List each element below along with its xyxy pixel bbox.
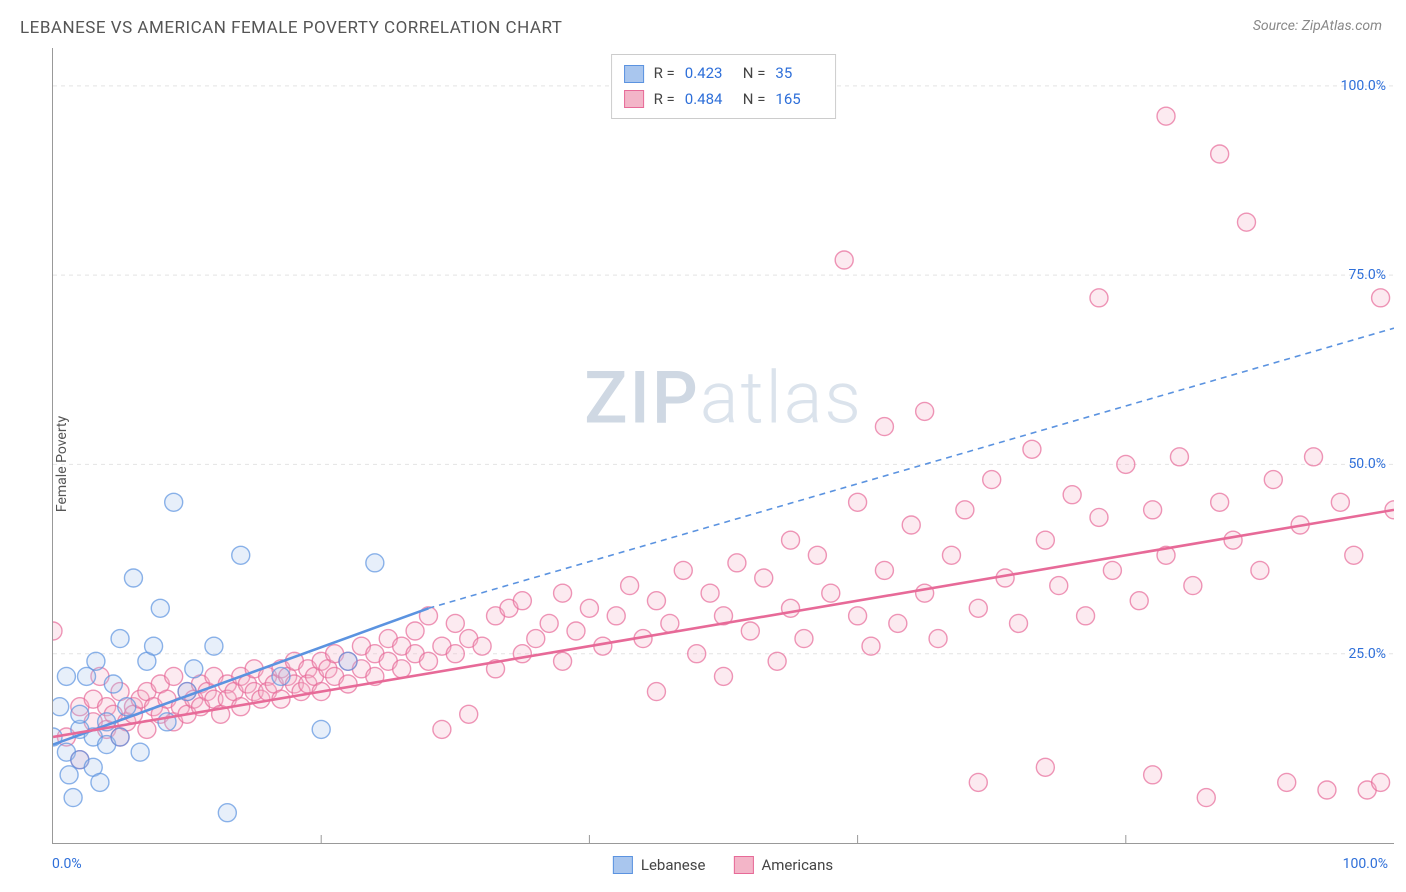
y-tick-label: 100.0%	[1341, 78, 1386, 94]
chart-title: LEBANESE VS AMERICAN FEMALE POVERTY CORR…	[20, 18, 562, 38]
swatch-americans-icon	[733, 856, 753, 874]
y-tick-label: 25.0%	[1348, 646, 1386, 662]
x-axis: Lebanese Americans 0.0% 100.0%	[52, 844, 1394, 880]
n-value-lebanese: 35	[775, 61, 823, 87]
legend-series: Lebanese Americans	[613, 856, 833, 874]
r-label: R =	[654, 87, 675, 113]
n-label: N =	[743, 61, 766, 87]
n-label: N =	[743, 87, 766, 113]
r-value-lebanese: 0.423	[685, 61, 733, 87]
n-value-americans: 165	[775, 87, 823, 113]
x-tick-label: 100.0%	[1343, 856, 1388, 872]
legend-label-americans: Americans	[761, 856, 833, 874]
plot-area: ZIPatlas R = 0.423 N = 35 R = 0.484 N = …	[52, 48, 1394, 844]
y-tick-label: 50.0%	[1348, 456, 1386, 472]
legend-item-americans: Americans	[733, 856, 833, 874]
legend-item-lebanese: Lebanese	[613, 856, 706, 874]
swatch-americans	[624, 90, 644, 108]
legend-label-lebanese: Lebanese	[641, 856, 706, 874]
chart-container: Female Poverty ZIPatlas R = 0.423 N = 35…	[20, 48, 1394, 880]
swatch-lebanese-icon	[613, 856, 633, 874]
r-value-americans: 0.484	[685, 87, 733, 113]
source-label: Source: ZipAtlas.com	[1253, 18, 1382, 34]
scatter-svg	[53, 48, 1394, 843]
legend-row-americans: R = 0.484 N = 165	[624, 87, 824, 113]
legend-row-lebanese: R = 0.423 N = 35	[624, 61, 824, 87]
y-tick-label: 75.0%	[1348, 267, 1386, 283]
legend-stats: R = 0.423 N = 35 R = 0.484 N = 165	[611, 54, 837, 119]
r-label: R =	[654, 61, 675, 87]
x-tick-label: 0.0%	[52, 856, 82, 872]
swatch-lebanese	[624, 65, 644, 83]
